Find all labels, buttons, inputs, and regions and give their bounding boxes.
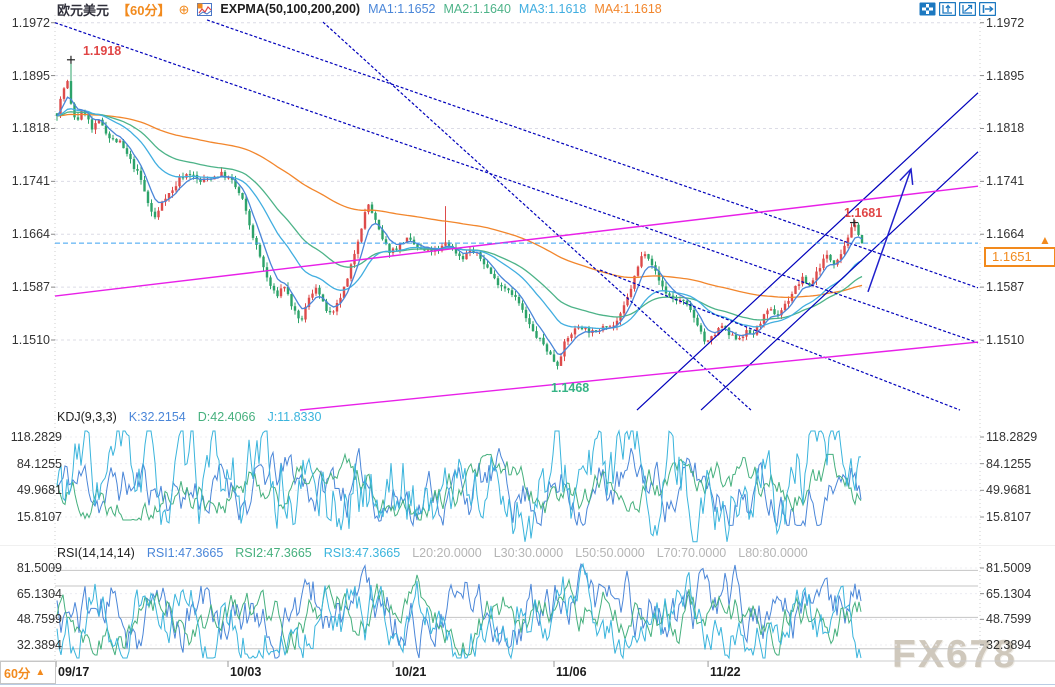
main-y-label-left: 1.1510: [11, 333, 50, 347]
main-y-label-left: 1.1818: [11, 121, 50, 136]
price-up-marker: ▲: [1039, 233, 1051, 247]
gridlines: [0, 15, 1055, 685]
rsi-level-70: L70:70.0000: [656, 546, 727, 560]
rsi-title: RSI(14,14,14): [57, 546, 135, 560]
ma3-value: MA3:1.1618: [518, 2, 587, 16]
rsi-y-label-left: 65.1304: [16, 586, 62, 601]
timeframe-label: 【60分】: [117, 2, 171, 18]
trendlines-layer: [54, 19, 979, 411]
price-annotation: 1.1468: [551, 380, 590, 395]
main-y-label-right: 1.1741: [986, 174, 1025, 189]
current-price-tag: 1.1651: [984, 247, 1055, 267]
scale-x-axis-icon[interactable]: [958, 1, 977, 17]
kdj-y-label-right: 118.2829: [986, 430, 1038, 444]
kdj-y-label-left: 49.9681: [16, 483, 62, 498]
ma4-value: MA4:1.1618: [594, 2, 662, 16]
kdj-y-label-left: 84.1255: [16, 456, 62, 471]
indicator-label: EXPMA(50,100,200,200): [220, 2, 361, 16]
rsi-header: RSI(14,14,14) RSI1:47.3665 RSI2:47.3665 …: [57, 546, 808, 560]
high-point-markers: [66, 55, 858, 227]
kdj-header: KDJ(9,3,3) K:32.2154 D:42.4066 J:11.8330: [57, 410, 321, 424]
main-y-label-right: 1.1510: [986, 333, 1025, 347]
scale-y-axis-icon[interactable]: [938, 1, 957, 17]
kdj-d-value: D:42.4066: [197, 410, 256, 424]
main-y-label-right: 1.1664: [986, 227, 1025, 242]
x-axis-date-label: 09/17: [58, 665, 90, 679]
rsi2-value: RSI2:47.3665: [235, 546, 312, 560]
pan-icon[interactable]: [919, 2, 936, 16]
rsi-y-label-left: 81.5009: [16, 561, 62, 575]
mini-chart-icon[interactable]: [197, 2, 213, 16]
ma2-value: MA2:1.1640: [443, 2, 511, 16]
kdj-title: KDJ(9,3,3): [57, 410, 117, 424]
rsi-y-label-left: 32.3894: [16, 638, 62, 652]
x-axis-date-label: 10/21: [395, 665, 427, 679]
rsi-lines: [56, 562, 862, 660]
trend-arrow: [867, 167, 914, 293]
rsi-level-20: L20:20.0000: [412, 546, 482, 560]
rsi-y-label-right: 32.3894: [986, 638, 1032, 652]
ma1-value: MA1:1.1652: [368, 2, 436, 16]
main-y-label-left: 1.1664: [11, 227, 50, 242]
main-chart-header: 欧元美元 【60分】 ⊕ EXPMA(50,100,200,200) MA1:1…: [57, 1, 662, 18]
kdj-y-label-right: 15.8107: [986, 510, 1032, 524]
main-y-label-left: 1.1587: [11, 280, 50, 295]
kdj-y-label-left: 118.2829: [10, 430, 62, 444]
price-annotation: 1.1918: [82, 43, 122, 58]
x-axis-date-label: 10/03: [230, 665, 262, 679]
main-y-label-right: 1.1818: [986, 121, 1025, 136]
rsi-level-80: L80:80.0000: [738, 546, 808, 560]
rsi-level-50: L50:50.0000: [575, 546, 645, 560]
shift-right-icon[interactable]: [978, 1, 997, 17]
timeframe-button[interactable]: 60分 ▲: [0, 661, 56, 684]
chart-toolbar: [919, 1, 997, 17]
kdj-y-label-left: 15.8107: [16, 510, 62, 524]
main-y-label-left: 1.1972: [11, 15, 50, 30]
kdj-j-value: J:11.8330: [267, 410, 322, 424]
main-y-label-right: 1.1587: [986, 280, 1025, 295]
expma-lines: [56, 96, 863, 356]
axis-tick-marks: [51, 22, 984, 667]
rsi3-value: RSI3:47.3665: [323, 546, 401, 560]
rsi-y-label-left: 48.7599: [16, 612, 62, 627]
globe-plus-icon[interactable]: ⊕: [178, 1, 190, 17]
main-y-label-left: 1.1895: [11, 68, 50, 83]
rsi1-value: RSI1:47.3665: [146, 546, 224, 560]
kdj-y-label-right: 49.9681: [986, 483, 1032, 498]
symbol-name: 欧元美元: [57, 2, 110, 18]
up-triangle-icon: ▲: [35, 667, 46, 678]
watermark: FX678: [892, 633, 1017, 676]
kdj-k-value: K:32.2154: [128, 410, 186, 424]
kdj-lines: [56, 429, 862, 543]
rsi-y-label-right: 48.7599: [986, 612, 1032, 627]
rsi-y-label-right: 81.5009: [986, 561, 1032, 575]
x-axis-date-label: 11/22: [710, 665, 741, 679]
main-y-label-right: 1.1895: [986, 68, 1025, 83]
rsi-y-label-right: 65.1304: [986, 586, 1032, 601]
x-axis-date-label: 11/06: [556, 665, 587, 679]
main-y-label-right: 1.1972: [986, 15, 1025, 30]
rsi-level-30: L30:30.0000: [493, 546, 564, 560]
price-annotation: 1.1681: [843, 205, 883, 220]
timeframe-button-label: 60分: [4, 667, 31, 681]
main-y-label-left: 1.1741: [11, 174, 50, 189]
kdj-y-label-right: 84.1255: [986, 456, 1032, 471]
